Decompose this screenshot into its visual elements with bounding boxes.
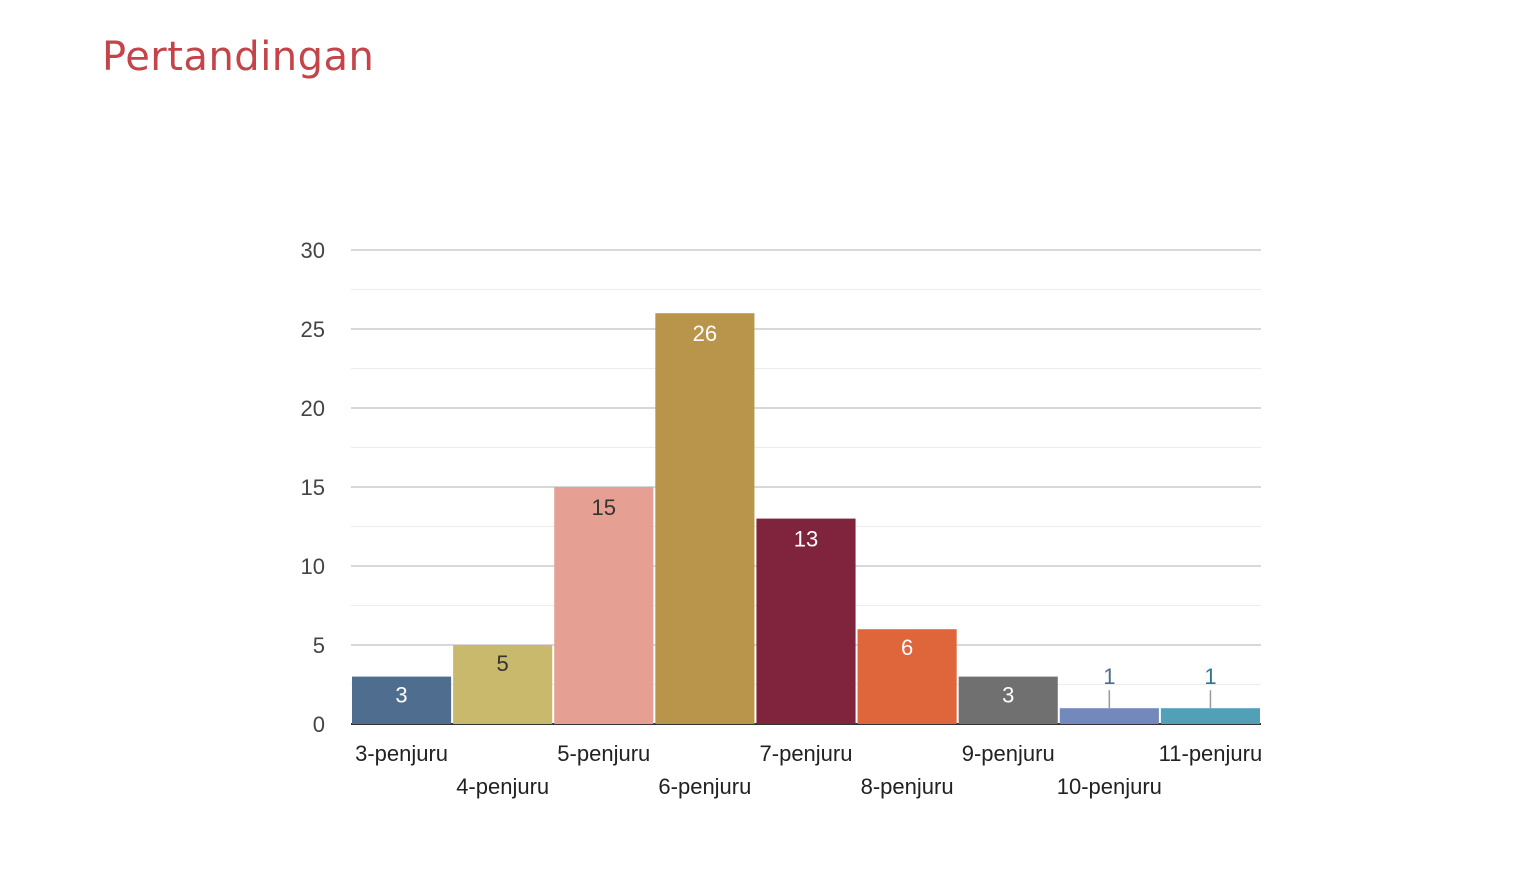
- bar-3-penjuru: [352, 676, 452, 724]
- bar-11-penjuru: [1160, 708, 1260, 724]
- data-label-5-penjuru: 15: [592, 495, 616, 520]
- x-tick-label: 9-penjuru: [962, 741, 1055, 766]
- bar-9-penjuru: [958, 676, 1058, 724]
- chart-bars: [352, 313, 1260, 724]
- data-label-4-penjuru: 5: [497, 651, 509, 676]
- data-label-6-penjuru: 26: [693, 321, 717, 346]
- bar-10-penjuru: [1059, 708, 1159, 724]
- data-label-3-penjuru: 3: [395, 683, 407, 708]
- data-label-8-penjuru: 6: [901, 635, 913, 660]
- data-label-9-penjuru: 3: [1002, 683, 1014, 708]
- y-tick-label: 25: [301, 317, 325, 342]
- data-label-10-penjuru: 1: [1103, 664, 1115, 689]
- x-tick-label: 3-penjuru: [355, 741, 448, 766]
- x-tick-label: 5-penjuru: [557, 741, 650, 766]
- x-tick-label: 8-penjuru: [861, 774, 954, 799]
- bar-5-penjuru: [554, 487, 654, 724]
- y-tick-label: 20: [301, 396, 325, 421]
- x-tick-label: 10-penjuru: [1057, 774, 1162, 799]
- data-label-7-penjuru: 13: [794, 527, 818, 552]
- y-tick-label: 10: [301, 554, 325, 579]
- bar-7-penjuru: [756, 518, 856, 724]
- y-axis-ticks: 0 5 10 15 20 25 30: [301, 238, 325, 737]
- bar-8-penjuru: [857, 629, 957, 724]
- page-title: Pertandingan: [102, 34, 375, 80]
- y-tick-label: 30: [301, 238, 325, 263]
- bar-4-penjuru: [453, 645, 553, 724]
- bar-6-penjuru: [655, 313, 755, 724]
- x-tick-label: 4-penjuru: [456, 774, 549, 799]
- data-labels: 3 5 15 26 13 6 3 1 1: [395, 321, 1217, 709]
- y-tick-label: 5: [313, 633, 325, 658]
- data-label-11-penjuru: 1: [1204, 664, 1216, 689]
- y-tick-label: 15: [301, 475, 325, 500]
- x-axis-labels: 3-penjuru 4-penjuru 5-penjuru 6-penjuru 7-pe…: [355, 741, 1262, 799]
- x-tick-label: 6-penjuru: [658, 774, 751, 799]
- x-tick-label: 11-penjuru: [1159, 741, 1263, 766]
- x-tick-label: 7-penjuru: [760, 741, 853, 766]
- y-tick-label: 0: [313, 712, 325, 737]
